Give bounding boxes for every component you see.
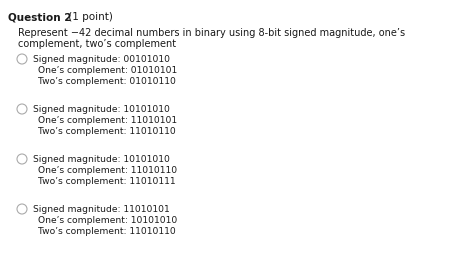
- Text: Signed magnitude: 10101010: Signed magnitude: 10101010: [33, 155, 170, 164]
- Text: One’s complement: 01010101: One’s complement: 01010101: [38, 66, 177, 75]
- Text: (1 point): (1 point): [65, 12, 113, 22]
- Text: Represent −42 decimal numbers in binary using 8-bit signed magnitude, one’s: Represent −42 decimal numbers in binary …: [18, 28, 405, 38]
- Text: Question 2: Question 2: [8, 12, 72, 22]
- Text: complement, two’s complement: complement, two’s complement: [18, 39, 176, 49]
- Text: Two’s complement: 11010110: Two’s complement: 11010110: [38, 127, 176, 136]
- Text: Signed magnitude: 00101010: Signed magnitude: 00101010: [33, 55, 170, 64]
- Text: Signed magnitude: 11010101: Signed magnitude: 11010101: [33, 205, 170, 214]
- Text: One’s complement: 11010101: One’s complement: 11010101: [38, 116, 177, 125]
- Text: Two’s complement: 11010110: Two’s complement: 11010110: [38, 227, 176, 236]
- Text: Two’s complement: 01010110: Two’s complement: 01010110: [38, 77, 176, 86]
- Text: Two’s complement: 11010111: Two’s complement: 11010111: [38, 177, 176, 186]
- Text: One’s complement: 11010110: One’s complement: 11010110: [38, 166, 177, 175]
- Text: Signed magnitude: 10101010: Signed magnitude: 10101010: [33, 105, 170, 114]
- Text: One’s complement: 10101010: One’s complement: 10101010: [38, 216, 177, 225]
